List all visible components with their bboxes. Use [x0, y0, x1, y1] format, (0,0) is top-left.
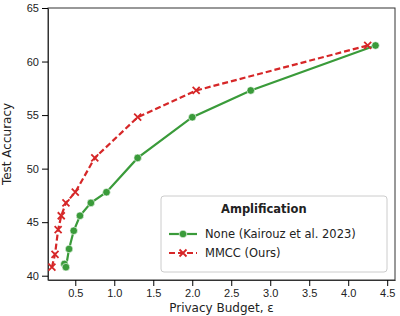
series-point — [364, 42, 371, 49]
x-tick-label: 4.0 — [341, 287, 356, 299]
series-line — [52, 45, 368, 267]
series-point — [247, 87, 255, 95]
y-tick-mark — [42, 115, 48, 116]
legend-label: MMCC (Ours) — [205, 246, 281, 260]
x-tick-mark — [231, 280, 232, 286]
x-tick-mark — [192, 280, 193, 286]
series-point — [65, 245, 73, 253]
x-tick: 3.5 — [302, 280, 317, 299]
x-tick-label: 1.0 — [107, 287, 122, 299]
series-point — [55, 226, 62, 233]
x-tick: 0.5 — [68, 280, 83, 299]
series-point — [52, 251, 59, 258]
legend-box — [161, 196, 387, 272]
y-tick-mark — [42, 222, 48, 223]
x-tick-mark — [75, 280, 76, 286]
x-tick: 1.0 — [107, 280, 122, 299]
series-point — [62, 263, 70, 271]
legend-title: Amplification — [221, 202, 307, 216]
legend: Amplification None (Kairouz et al. 2023) M… — [161, 196, 387, 272]
y-tick: 40 — [27, 270, 48, 282]
x-tick-mark — [270, 280, 271, 286]
y-tick-label: 55 — [27, 109, 39, 121]
y-axis: 40 45 50 55 60 65 — [27, 2, 49, 282]
series-point — [103, 188, 111, 196]
x-axis: 0.5 1.0 1.5 2.0 2.5 3.0 3.5 4.0 4.5 — [49, 280, 396, 299]
series-point — [48, 264, 55, 271]
series-point — [76, 212, 84, 220]
y-tick: 65 — [27, 2, 48, 14]
y-axis-title: Test Accuracy — [0, 103, 14, 186]
y-tick-label: 50 — [27, 163, 39, 175]
y-tick-label: 65 — [27, 2, 39, 14]
y-tick: 55 — [27, 109, 48, 121]
x-tick: 3.0 — [263, 280, 278, 299]
series-point — [372, 42, 380, 50]
x-tick-mark — [348, 280, 349, 286]
legend-marker — [180, 250, 187, 257]
y-tick: 50 — [27, 163, 48, 175]
series-point — [188, 113, 196, 121]
x-tick-label: 2.5 — [224, 287, 239, 299]
x-tick-label: 2.0 — [185, 287, 200, 299]
series-point — [134, 154, 142, 162]
y-axis-line — [48, 9, 49, 281]
plot: 0.5 1.0 1.5 2.0 2.5 3.0 3.5 4.0 4.5 40 45 50 55 60 65 A… — [27, 2, 396, 299]
x-tick-label: 3.5 — [302, 287, 317, 299]
x-tick: 4.5 — [380, 280, 395, 299]
series-line — [64, 45, 375, 267]
x-tick-mark — [114, 280, 115, 286]
y-tick-label: 40 — [27, 270, 39, 282]
x-tick-label: 1.5 — [146, 287, 161, 299]
plot-frame — [48, 8, 395, 280]
x-tick-label: 0.5 — [68, 287, 83, 299]
x-tick: 4.0 — [341, 280, 356, 299]
y-tick-mark — [42, 169, 48, 170]
series-point — [91, 154, 98, 161]
y-tick-label: 45 — [27, 216, 39, 228]
y-tick: 45 — [27, 216, 48, 228]
y-tick: 60 — [27, 56, 48, 68]
y-tick-label: 60 — [27, 56, 39, 68]
x-tick-label: 3.0 — [263, 287, 278, 299]
x-axis-title: Privacy Budget, ε — [169, 301, 274, 315]
series-point — [72, 189, 79, 196]
series-point — [62, 199, 69, 206]
x-axis-line — [49, 280, 396, 281]
chart: 0.5 1.0 1.5 2.0 2.5 3.0 3.5 4.0 4.5 40 45 50 55 60 65 A… — [0, 0, 400, 316]
series-point — [58, 212, 65, 219]
y-tick-mark — [42, 62, 48, 63]
series-point — [87, 199, 95, 207]
x-tick: 2.5 — [224, 280, 239, 299]
x-tick-label: 4.5 — [380, 287, 395, 299]
marks — [48, 42, 379, 271]
x-tick-mark — [387, 280, 388, 286]
x-tick: 1.5 — [146, 280, 161, 299]
x-tick-mark — [153, 280, 154, 286]
series-point — [134, 114, 141, 121]
x-tick-mark — [309, 280, 310, 286]
series-point — [70, 227, 78, 235]
y-tick-mark — [42, 276, 48, 277]
legend-marker — [179, 230, 187, 238]
x-tick: 2.0 — [185, 280, 200, 299]
y-tick-mark — [42, 8, 48, 9]
series-point — [193, 87, 200, 94]
legend-label: None (Kairouz et al. 2023) — [205, 227, 356, 241]
